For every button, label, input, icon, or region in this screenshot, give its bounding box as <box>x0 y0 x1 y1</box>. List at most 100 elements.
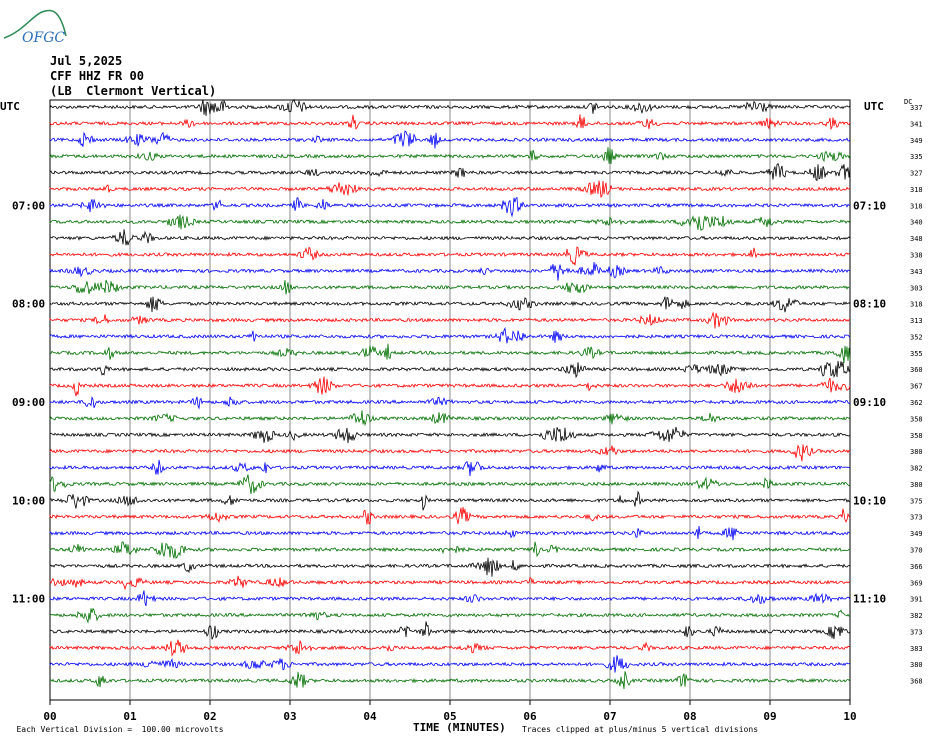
dc-offset-label: 373 <box>910 628 923 636</box>
x-tick-label: 03 <box>283 710 296 723</box>
trace-line <box>49 296 851 313</box>
trace-line <box>49 326 851 344</box>
trace-line <box>49 229 851 246</box>
trace-line <box>49 98 851 116</box>
dc-offset-label: 362 <box>910 399 923 407</box>
left-utc-label: UTC <box>0 100 20 113</box>
dc-offset-label: 369 <box>910 579 923 587</box>
dc-offset-label: 382 <box>910 465 923 473</box>
left-hour-label: 10:00 <box>12 494 45 507</box>
trace-line <box>49 639 851 657</box>
dc-label: DC <box>904 98 913 106</box>
dc-offset-label: 360 <box>910 366 923 374</box>
footer-scale-note: Each Vertical Division = 100.00 microvol… <box>16 725 224 734</box>
dc-offset-label: 318 <box>910 301 923 309</box>
trace-line <box>49 590 851 607</box>
trace-line <box>49 557 851 577</box>
x-tick-label: 01 <box>123 710 137 723</box>
dc-offset-label: 368 <box>910 678 923 686</box>
trace-line <box>49 490 851 511</box>
x-tick-label: 08 <box>683 710 696 723</box>
dc-offset-label: 337 <box>910 104 923 112</box>
dc-offset-label: 349 <box>910 530 923 538</box>
left-hour-label: 07:00 <box>12 199 45 212</box>
trace-line <box>49 311 851 329</box>
dc-offset-label: 380 <box>910 661 923 669</box>
dc-offset-label: 313 <box>910 317 923 325</box>
trace-line <box>49 376 851 397</box>
right-hour-label: 10:10 <box>853 494 886 507</box>
x-tick-label: 09 <box>763 710 776 723</box>
svg-text:OFGC: OFGC <box>22 30 65 46</box>
dc-offset-label: 338 <box>910 252 923 260</box>
dc-offset-label: 318 <box>910 202 923 210</box>
x-tick-label: 10 <box>843 710 856 723</box>
x-tick-label: 02 <box>203 710 216 723</box>
right-hour-label: 11:10 <box>853 593 886 606</box>
dc-offset-label: 352 <box>910 333 923 341</box>
trace-line <box>49 575 851 591</box>
trace-line <box>49 541 851 559</box>
trace-line <box>49 114 851 131</box>
x-tick-label: 00 <box>43 710 56 723</box>
location-label: (LB Clermont Vertical) <box>50 84 217 98</box>
trace-line <box>49 360 851 379</box>
left-hour-label: 11:00 <box>12 593 45 606</box>
x-tick-label: 04 <box>363 710 377 723</box>
right-hour-label: 08:10 <box>853 298 886 311</box>
trace-line <box>49 474 851 495</box>
trace-line <box>49 525 851 541</box>
dc-offset-label: 358 <box>910 415 923 423</box>
trace-line <box>49 410 851 427</box>
dc-offset-label: 355 <box>910 350 923 358</box>
trace-line <box>49 671 851 690</box>
dc-offset-label: 370 <box>910 547 923 555</box>
x-tick-label: 06 <box>523 710 537 723</box>
trace-line <box>49 180 851 199</box>
dc-offset-label: 358 <box>910 432 923 440</box>
dc-offset-label: 327 <box>910 170 923 178</box>
dc-offset-label: 391 <box>910 596 923 604</box>
x-tick-label: 05 <box>443 710 456 723</box>
x-tick-label: 07 <box>603 710 616 723</box>
dc-offset-label: 383 <box>910 645 923 653</box>
dc-offset-label: 303 <box>910 284 923 292</box>
trace-line <box>49 246 851 266</box>
dc-offset-label: 366 <box>910 563 923 571</box>
dc-offset-label: 380 <box>910 481 923 489</box>
trace-line <box>49 214 851 232</box>
trace-line <box>49 262 851 281</box>
trace-line <box>49 279 851 295</box>
left-hour-label: 08:00 <box>12 298 45 311</box>
dc-offset-label: 318 <box>910 186 923 194</box>
dc-offset-label: 375 <box>910 497 923 505</box>
dc-offset-label: 341 <box>910 120 923 128</box>
trace-line <box>49 395 851 410</box>
dc-offset-label: 380 <box>910 448 923 456</box>
right-hour-label: 07:10 <box>853 199 886 212</box>
station-label: CFF HHZ FR 00 <box>50 69 144 83</box>
trace-line <box>49 343 851 363</box>
dc-offset-label: 348 <box>910 235 923 243</box>
trace-line <box>49 607 851 624</box>
x-axis-title: TIME (MINUTES) <box>413 721 506 734</box>
trace-line <box>49 655 851 673</box>
trace-line <box>49 196 851 218</box>
trace-line <box>49 621 851 640</box>
dc-offset-label: 367 <box>910 383 923 391</box>
trace-line <box>49 147 851 165</box>
trace-line <box>49 162 851 182</box>
date-label: Jul 5,2025 <box>50 54 123 68</box>
right-utc-label: UTC <box>864 100 884 113</box>
ofgc-logo: OFGC <box>2 2 82 50</box>
trace-line <box>49 426 851 444</box>
right-hour-label: 09:10 <box>853 396 886 409</box>
dc-offset-label: 340 <box>910 219 923 227</box>
dc-offset-label: 335 <box>910 153 923 161</box>
dc-offset-label: 349 <box>910 137 923 145</box>
dc-offset-label: 343 <box>910 268 923 276</box>
footer-clip-note: Traces clipped at plus/minus 5 vertical … <box>522 725 759 734</box>
left-hour-label: 09:00 <box>12 396 45 409</box>
trace-line <box>49 507 851 525</box>
